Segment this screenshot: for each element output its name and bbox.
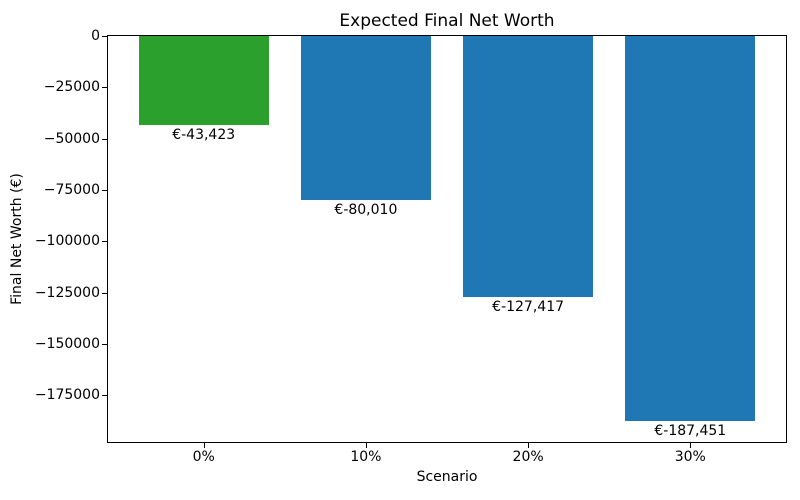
y-tick-label: 0 bbox=[91, 28, 100, 44]
bar-0% bbox=[138, 36, 269, 126]
x-tick-mark bbox=[528, 443, 530, 448]
bar-value-label: €-187,451 bbox=[654, 422, 727, 439]
y-tick-mark bbox=[102, 36, 107, 37]
y-tick-mark bbox=[102, 189, 107, 191]
bar-10% bbox=[301, 36, 431, 201]
y-tick-mark bbox=[102, 87, 107, 89]
y-tick-label: −75000 bbox=[43, 181, 100, 198]
bar-30% bbox=[625, 36, 756, 421]
bar-value-label: €-80,010 bbox=[334, 202, 398, 219]
x-tick-label: 10% bbox=[350, 449, 382, 465]
chart-title: Expected Final Net Worth bbox=[339, 11, 555, 31]
bar-value-label: €-43,423 bbox=[172, 127, 236, 144]
y-tick-mark bbox=[102, 343, 107, 345]
bar-value-label: €-127,417 bbox=[492, 299, 565, 316]
bar-20% bbox=[463, 36, 593, 298]
x-tick-mark bbox=[203, 443, 205, 448]
y-tick-mark bbox=[102, 292, 107, 294]
y-tick-mark bbox=[102, 395, 107, 397]
x-tick-mark bbox=[690, 443, 692, 448]
y-tick-mark bbox=[102, 241, 107, 243]
y-tick-label: −125000 bbox=[34, 284, 100, 301]
x-tick-label: 30% bbox=[674, 449, 706, 465]
plot-area: €-43,423 €-80,010 €-127,417 €-187,451 bbox=[107, 35, 787, 443]
y-tick-label: −175000 bbox=[34, 387, 100, 404]
y-tick-label: −50000 bbox=[43, 130, 100, 147]
x-tick-mark bbox=[365, 443, 367, 448]
x-tick-label: 0% bbox=[192, 449, 215, 465]
y-tick-mark bbox=[102, 138, 107, 140]
x-axis-label: Scenario bbox=[416, 469, 478, 485]
x-tick-label: 20% bbox=[512, 449, 544, 465]
y-tick-label: −100000 bbox=[34, 233, 100, 250]
y-tick-label: −25000 bbox=[43, 79, 100, 96]
y-tick-label: −150000 bbox=[34, 335, 100, 352]
